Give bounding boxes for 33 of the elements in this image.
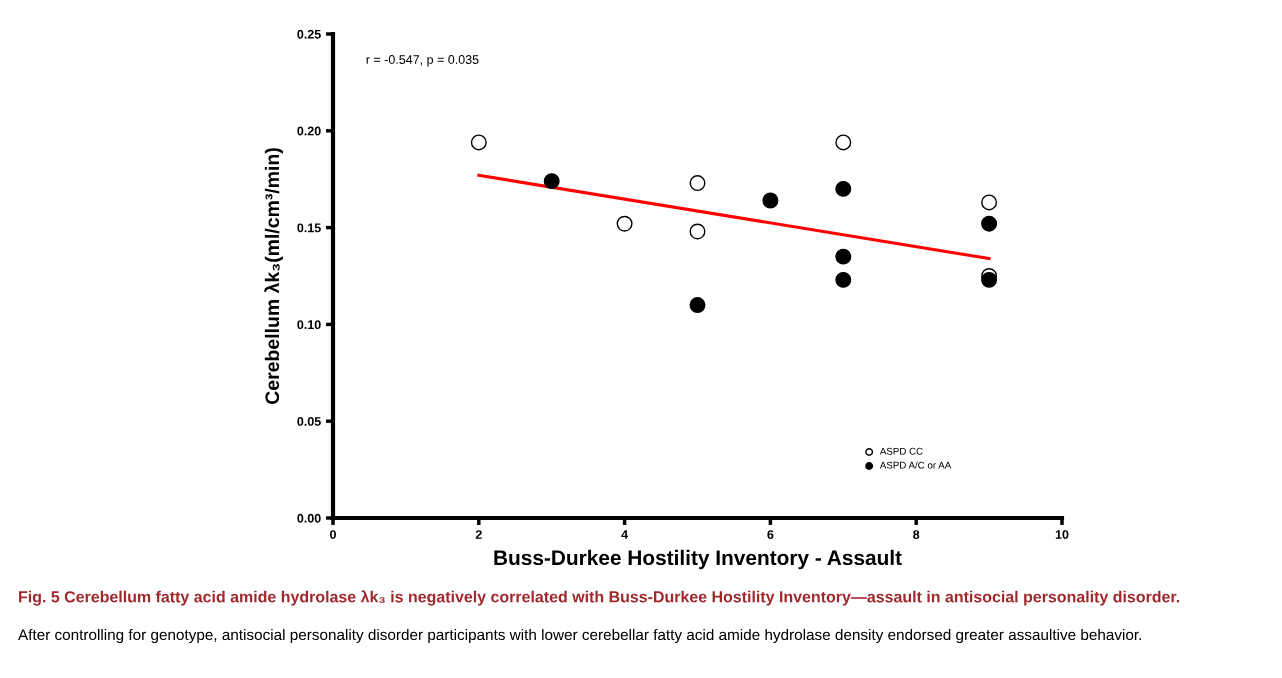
- point: [835, 271, 852, 288]
- y-tick-label: 0.15: [297, 223, 321, 233]
- point: [981, 271, 998, 288]
- point: [835, 248, 852, 265]
- point: [835, 134, 852, 151]
- legend-label: ASPD CC: [879, 447, 923, 455]
- annotation: r = -0.547, p = 0.035: [366, 55, 479, 67]
- x-axis-title: Buss-Durkee Hostility Inventory - Assault: [494, 549, 902, 570]
- legend-label: ASPD A/C or AA: [879, 461, 952, 469]
- y-tick-label: 0.00: [297, 513, 321, 523]
- y-tick-label: 0.05: [297, 417, 321, 426]
- point: [981, 215, 998, 232]
- x-tick-label: 2: [475, 530, 482, 539]
- x-tick-label: 10: [1055, 530, 1069, 539]
- point: [835, 180, 852, 197]
- text: After controlling for genotype, antisocial personality disorder participants with lower cerebellar fatty acid amide hydrolase density endorsed greater assaultive behavior.: [18, 628, 1141, 644]
- x-tick-label: 8: [913, 530, 920, 539]
- point: [689, 223, 706, 240]
- point: [616, 215, 633, 232]
- point: [470, 134, 487, 151]
- text: Fig. 5 Cerebellum fatty acid amide hydrolase λk₃ is negatively correlated with Buss-Durkee Hostility Inventory—assault in antisocial personality disorder.: [19, 590, 1180, 606]
- point: [689, 297, 706, 314]
- y-tick-label: 0.20: [297, 126, 321, 136]
- point: [981, 194, 998, 211]
- point: [543, 173, 560, 190]
- y-axis-title: Cerebellum λk₃(ml/cm³/min): [264, 148, 283, 404]
- point: [689, 175, 706, 192]
- x-tick-label: 4: [621, 530, 629, 539]
- y-tick-label: 0.10: [297, 320, 321, 330]
- x-tick-label: 6: [767, 530, 774, 539]
- y-tick-label: 0.25: [297, 29, 321, 39]
- x-tick-label: 0: [330, 530, 336, 539]
- point: [762, 192, 779, 209]
